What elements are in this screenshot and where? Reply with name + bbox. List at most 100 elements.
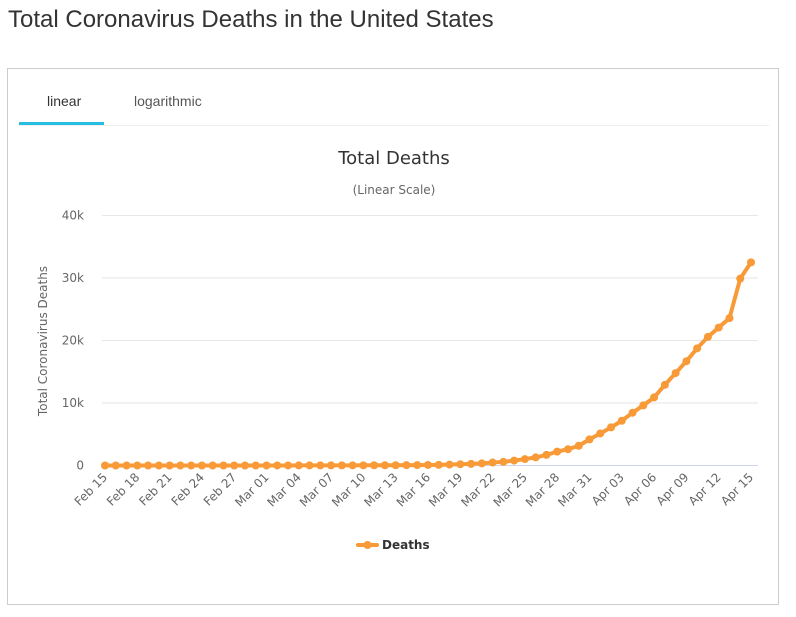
data-point (747, 258, 755, 267)
data-point (531, 453, 540, 462)
series-line (103, 260, 753, 468)
x-tick-label: Feb 27 (201, 470, 239, 508)
x-tick-label: Apr 03 (589, 470, 627, 508)
grid-lines (102, 215, 758, 466)
x-tick-label: Apr 15 (718, 470, 756, 508)
data-point (262, 461, 271, 470)
data-point (187, 461, 196, 470)
tab-logarithmic[interactable]: logarithmic (134, 93, 202, 109)
data-point (607, 423, 616, 432)
data-point (348, 461, 357, 470)
data-point (230, 461, 239, 470)
x-tick-label: Mar 22 (458, 470, 497, 509)
data-point (714, 323, 723, 332)
x-tick-label: Feb 15 (72, 470, 110, 508)
data-point (488, 458, 497, 467)
y-tick-label: 30k (62, 271, 84, 285)
data-point (380, 461, 389, 470)
data-point (305, 461, 314, 470)
data-point (574, 441, 583, 450)
data-point (617, 416, 626, 425)
scale-tabs: linear logarithmic (19, 69, 769, 126)
data-point (122, 461, 131, 470)
data-point (682, 357, 691, 366)
data-point (133, 461, 142, 470)
data-point (370, 461, 379, 470)
data-point (165, 461, 174, 470)
data-point (424, 460, 432, 469)
data-point (725, 314, 734, 323)
data-point (650, 393, 659, 402)
data-point (154, 461, 163, 470)
legend-marker-icon (363, 541, 372, 549)
tab-linear[interactable]: linear (47, 93, 82, 109)
x-tick-label: Mar 10 (329, 470, 368, 509)
data-point (294, 461, 303, 470)
x-tick-label: Apr 06 (621, 470, 659, 508)
data-point (111, 461, 120, 470)
y-tick-label: 40k (62, 209, 84, 223)
data-point (467, 459, 476, 468)
data-point (359, 461, 368, 470)
y-tick-label: 10k (62, 396, 84, 410)
data-point (251, 461, 260, 470)
x-tick-label: Mar 01 (232, 470, 271, 509)
x-tick-label: Mar 07 (297, 470, 336, 509)
data-point (736, 274, 745, 283)
data-point (520, 455, 529, 464)
data-point (144, 461, 153, 470)
x-tick-label: Mar 16 (394, 470, 433, 509)
legend-label: Deaths (382, 538, 430, 552)
data-point (176, 461, 185, 470)
data-point (510, 456, 519, 465)
x-tick-label: Feb 21 (136, 470, 174, 508)
data-point (456, 460, 465, 469)
x-tick-label: Mar 19 (426, 470, 465, 509)
y-tick-label: 20k (62, 334, 84, 348)
x-tick-label: Feb 18 (104, 470, 142, 508)
data-point (327, 461, 336, 470)
data-point (628, 408, 637, 417)
data-point (693, 344, 702, 353)
data-point (208, 461, 217, 470)
active-tab-indicator (19, 122, 104, 125)
data-point (477, 459, 486, 468)
data-point (445, 460, 454, 469)
y-axis-title: Total Coronavirus Deaths (36, 266, 50, 417)
data-point (273, 461, 282, 470)
x-tick-label: Mar 28 (523, 470, 562, 509)
x-tick-label: Mar 04 (265, 470, 304, 509)
data-point (585, 435, 594, 444)
series-deaths (101, 258, 755, 470)
data-point (337, 461, 346, 470)
data-point (542, 450, 551, 459)
x-tick-label: Apr 12 (686, 470, 724, 508)
y-axis-ticks: 0 10k 20k 30k 40k (62, 209, 84, 473)
chart-subtitle: (Linear Scale) (353, 183, 436, 197)
data-point (639, 401, 648, 410)
data-point (563, 445, 572, 454)
y-tick-label: 0 (76, 459, 84, 473)
data-point (671, 369, 680, 378)
data-point (553, 447, 562, 456)
x-tick-label: Apr 09 (653, 470, 691, 508)
chart-title: Total Deaths (337, 148, 450, 169)
chart-panel: linear logarithmic (7, 68, 779, 605)
x-tick-label: Feb 24 (169, 470, 207, 508)
data-point (703, 332, 712, 341)
data-point (499, 457, 508, 466)
page-title: Total Coronavirus Deaths in the United S… (8, 6, 494, 33)
data-point (660, 380, 669, 389)
data-point (434, 460, 443, 469)
data-point (402, 461, 411, 470)
data-point (101, 461, 109, 470)
x-tick-label: Mar 25 (491, 470, 530, 509)
data-point (197, 461, 206, 470)
legend[interactable]: Deaths (356, 538, 430, 552)
data-point (284, 461, 293, 470)
data-point (391, 461, 400, 470)
x-tick-label: Mar 13 (361, 470, 400, 509)
data-point (316, 461, 325, 470)
